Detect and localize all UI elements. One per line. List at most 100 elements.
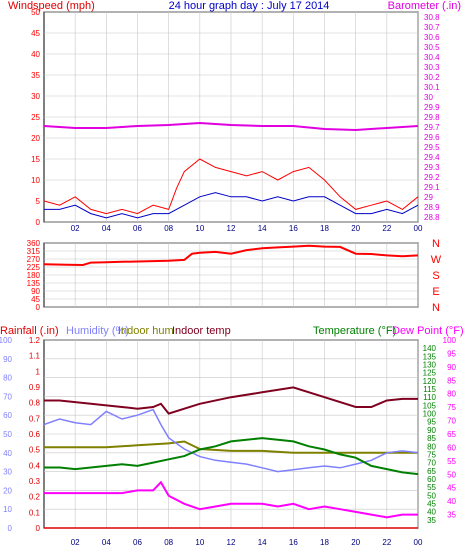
- tick-label: 50: [31, 8, 40, 17]
- tick-label: 5: [36, 197, 41, 206]
- direction-label: S: [432, 270, 439, 282]
- rainfall-label: Rainfall (.in): [0, 325, 59, 337]
- hour-label: 12: [227, 224, 236, 233]
- tick-label: 35: [31, 71, 40, 80]
- tick-label: 65: [427, 467, 436, 476]
- tick-label: 40: [3, 449, 12, 458]
- tick-label: 30.8: [424, 13, 440, 22]
- tick-label: 0.4: [29, 461, 41, 470]
- tick-label: 45: [31, 295, 40, 304]
- tick-label: 55: [427, 483, 436, 492]
- hour-label: 20: [351, 538, 360, 547]
- axis-ticks: 0510152025303540455028.828.92929.129.229…: [0, 8, 457, 533]
- tick-label: 29.9: [424, 103, 440, 112]
- hour-label: 02: [71, 224, 80, 233]
- tick-label: 29.5: [424, 143, 440, 152]
- tick-label: 85: [447, 376, 456, 385]
- tick-label: 75: [427, 450, 436, 459]
- hour-labels: 02 02 04 04 06 06 08 08 10 10 12 12 14 14 16 16 18 18 20 20…: [71, 224, 423, 547]
- humidity-line: [43, 408, 419, 473]
- tick-label: 28.9: [424, 203, 440, 212]
- tick-label: 90: [447, 363, 456, 372]
- tick-label: 10: [3, 505, 12, 514]
- hour-label: 04: [102, 538, 111, 547]
- hour-label: 10: [195, 538, 204, 547]
- direction-label: N: [432, 238, 440, 250]
- tick-label: 29: [424, 193, 433, 202]
- tick-label: 80: [447, 390, 456, 399]
- tick-label: 30.7: [424, 23, 440, 32]
- tick-label: 0: [36, 218, 41, 227]
- grid-wind: [44, 11, 419, 223]
- tick-label: 45: [427, 499, 436, 508]
- direction-label: E: [432, 286, 439, 298]
- tick-label: 0.6: [29, 430, 41, 439]
- tick-label: 70: [3, 392, 12, 401]
- tick-label: 95: [447, 349, 456, 358]
- tick-label: 90: [3, 355, 12, 364]
- tick-label: 225: [27, 263, 41, 272]
- hour-label: 02: [71, 538, 80, 547]
- tick-label: 30: [3, 468, 12, 477]
- tick-label: 60: [427, 475, 436, 484]
- tick-label: 29.4: [424, 153, 440, 162]
- tick-label: 29.1: [424, 183, 440, 192]
- indoor-hum-line: [44, 440, 418, 454]
- tick-label: 30.3: [424, 63, 440, 72]
- tick-label: 0.3: [29, 477, 41, 486]
- tick-label: 125: [423, 369, 437, 378]
- tick-label: 29.3: [424, 163, 440, 172]
- barometer-label: Barometer (.in): [388, 0, 461, 12]
- tick-label: 130: [423, 361, 437, 370]
- tick-label: 45: [31, 29, 40, 38]
- tick-label: 0.2: [29, 493, 41, 502]
- tick-label: 180: [27, 271, 41, 280]
- tick-label: 270: [27, 255, 41, 264]
- tick-label: 30.6: [424, 33, 440, 42]
- humidity-label: Humidity (%): [66, 325, 129, 337]
- tick-label: 0.5: [29, 446, 41, 455]
- tick-label: 30.2: [424, 73, 440, 82]
- tick-label: 135: [423, 352, 437, 361]
- tick-label: 120: [423, 377, 437, 386]
- tick-label: 0: [36, 524, 41, 533]
- barometer-line: [43, 121, 419, 132]
- tick-label: 105: [423, 401, 437, 410]
- tick-label: 35: [427, 516, 436, 525]
- tick-label: 30.4: [424, 53, 440, 62]
- tick-label: 100: [0, 336, 13, 345]
- tick-label: 1: [36, 367, 41, 376]
- temperature-label: Temperature (°F): [313, 325, 396, 337]
- indoor-hum-label: Indoor hum: [118, 325, 174, 337]
- tick-label: 0.8: [29, 399, 41, 408]
- tick-label: 30: [31, 92, 40, 101]
- tick-label: 80: [3, 374, 12, 383]
- chart-title: 24 hour graph day : July 17 2014: [169, 0, 330, 12]
- tick-label: 29.8: [424, 113, 440, 122]
- hour-label: 22: [382, 224, 391, 233]
- hour-label: 08: [164, 224, 173, 233]
- tick-label: 30.1: [424, 83, 440, 92]
- tick-label: 35: [447, 511, 456, 520]
- tick-label: 50: [447, 470, 456, 479]
- tick-label: 30.5: [424, 43, 440, 52]
- wind-direction-line: [43, 244, 419, 267]
- tick-label: 60: [447, 443, 456, 452]
- tick-label: 25: [31, 113, 40, 122]
- tick-label: 0: [36, 303, 41, 312]
- tick-label: 1.1: [29, 352, 41, 361]
- hour-label: 06: [133, 224, 142, 233]
- tick-label: 29.2: [424, 173, 440, 182]
- tick-label: 29.6: [424, 133, 440, 142]
- tick-label: 95: [427, 418, 436, 427]
- hour-label: 16: [289, 538, 298, 547]
- hour-label: 06: [133, 538, 142, 547]
- wind-avg-line: [44, 192, 419, 219]
- tick-label: 20: [31, 134, 40, 143]
- tick-label: 0.1: [29, 508, 41, 517]
- tick-label: 60: [3, 411, 12, 420]
- tick-label: 65: [447, 430, 456, 439]
- tick-label: 50: [3, 430, 12, 439]
